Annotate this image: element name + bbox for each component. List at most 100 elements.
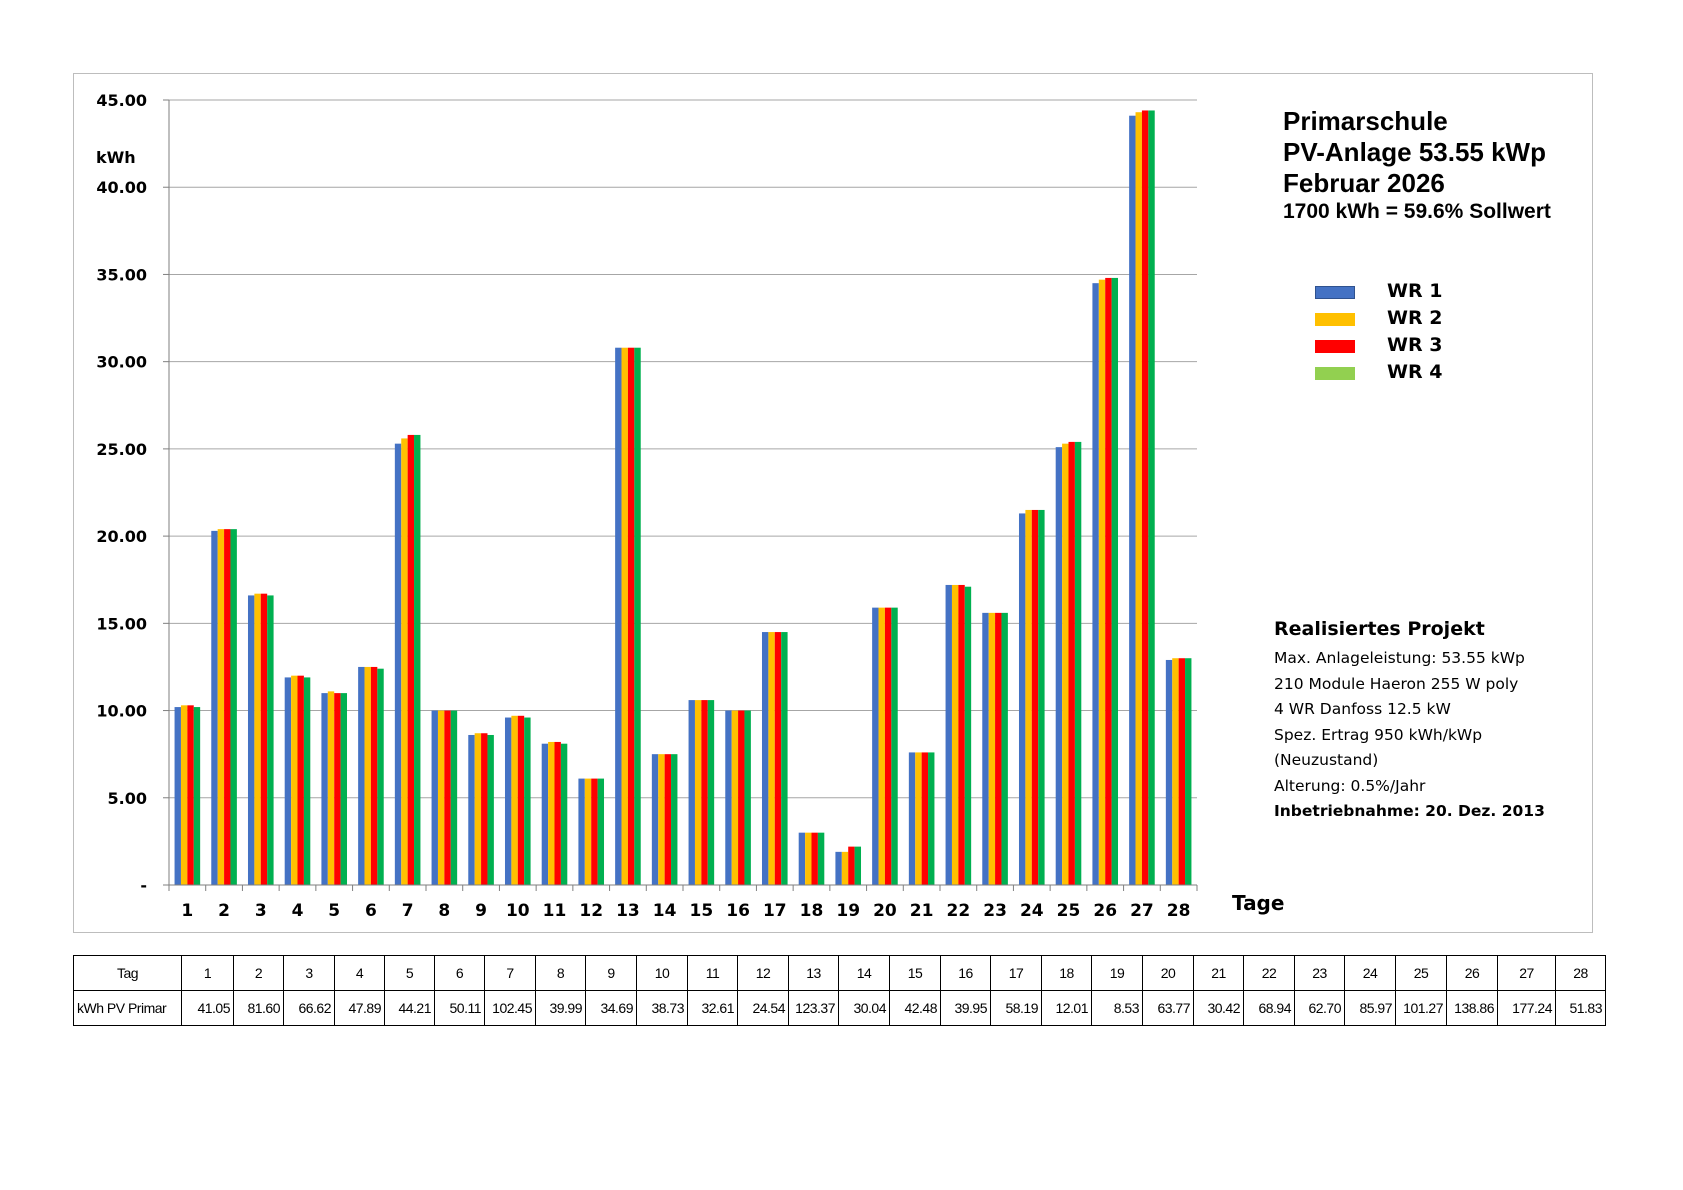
bar-wr3-day-18 [811,832,818,885]
bar-wr3-day-1 [187,705,194,885]
bar-wr1-day-5 [321,693,328,885]
bar-wr2-day-8 [437,710,445,885]
legend-label: WR 1 [1387,280,1443,302]
bar-wr2-day-15 [694,700,702,885]
bar-wr2-day-17 [768,632,775,885]
title-line-2: PV-Anlage 53.55 kWp [1283,137,1546,167]
bar-wr3-day-15 [701,700,708,885]
bar-wr1-day-7 [394,443,402,885]
bar-wr4-day-15 [707,700,715,885]
table-value-cell: 66.62 [283,990,335,1026]
x-tick-label: 27 [1130,901,1154,921]
bar-wr4-day-6 [377,668,384,885]
x-tick-label: 18 [800,901,824,921]
x-tick-label: 11 [543,901,567,921]
table-row-label: kWh PV Primar [73,990,182,1026]
table-value-cell: 42.48 [889,990,941,1026]
table-value-cell: 51.83 [1555,990,1606,1026]
table-value-cell: 44.21 [384,990,435,1026]
x-tick-label: 7 [402,901,414,921]
bar-wr4-day-28 [1185,658,1192,885]
bar-wr4-day-23 [1001,612,1008,885]
table-value-cell: 50.11 [434,990,485,1026]
table-day-cell: 1 [181,955,234,991]
x-tick-label: 1 [181,901,193,921]
bar-wr3-day-27 [1141,110,1149,885]
bar-wr2-day-20 [878,607,885,885]
bar-wr3-day-12 [591,778,598,885]
x-tick-label: 20 [873,901,897,921]
table-day-cell: 13 [788,955,839,991]
bar-wr1-day-16 [725,710,732,885]
table-day-cell: 3 [283,955,335,991]
table-value-cell: 177.24 [1497,990,1556,1026]
table-value-cell: 63.77 [1142,990,1194,1026]
table-day-cell: 14 [838,955,890,991]
legend-swatch-wr4 [1315,367,1355,380]
x-tick-label: 9 [475,901,487,921]
table-day-cell: 12 [737,955,789,991]
chart-title: Primarschule PV-Anlage 53.55 kWp Februar… [1283,106,1551,225]
table-day-cell: 26 [1446,955,1498,991]
x-tick-label: 19 [836,901,860,921]
bar-wr4-day-24 [1038,509,1045,885]
x-tick-label: 21 [910,901,934,921]
bar-wr4-day-13 [634,347,641,885]
bar-wr1-day-22 [945,584,952,885]
table-day-cell: 15 [889,955,941,991]
table-day-cell: 20 [1142,955,1194,991]
bar-wr2-day-2 [217,529,225,885]
bar-wr3-day-11 [554,741,561,885]
title-line-3: Februar 2026 [1283,168,1445,198]
bar-wr2-day-27 [1135,112,1142,885]
bar-wr3-day-22 [958,584,965,885]
y-axis-label: kWh [96,148,136,167]
x-tick-label: 23 [983,901,1007,921]
x-tick-label: 25 [1057,901,1081,921]
bar-wr1-day-17 [761,632,769,885]
table-day-cell: 19 [1091,955,1143,991]
bar-wr4-day-5 [340,693,348,885]
x-tick-label: 4 [292,901,304,921]
bar-wr2-day-28 [1172,658,1179,885]
bar-wr1-day-6 [358,666,365,885]
table-values-row: kWh PV Primar 41.05 81.60 66.62 47.89 44.21 5… [73,990,1606,1026]
x-tick-label: 24 [1020,901,1044,921]
x-tick-label: 16 [726,901,750,921]
bar-wr4-day-21 [928,752,935,885]
table-value-cell: 30.42 [1193,990,1244,1026]
chart-frame [73,73,1593,933]
table-value-cell: 62.70 [1294,990,1345,1026]
x-tick-label: 17 [763,901,787,921]
table-value-cell: 30.04 [838,990,890,1026]
title-line-1: Primarschule [1283,106,1448,136]
table-value-cell: 24.54 [737,990,789,1026]
x-tick-label: 3 [255,901,267,921]
x-tick-label: 10 [506,901,530,921]
bar-wr3-day-25 [1068,441,1075,885]
bar-wr4-day-10 [524,717,531,885]
table-day-cell: 9 [585,955,637,991]
table-value-cell: 38.73 [636,990,688,1026]
bar-wr2-day-16 [731,710,739,885]
bar-wr2-day-6 [364,666,371,885]
y-tick-label: 15.00 [96,614,147,633]
bar-wr2-day-13 [621,347,628,885]
bar-wr4-day-20 [891,607,898,885]
bar-wr3-day-23 [995,612,1002,885]
bar-wr1-day-12 [578,778,585,885]
table-value-cell: 8.53 [1091,990,1143,1026]
bar-wr4-day-2 [230,529,237,885]
bar-wr1-day-4 [284,677,292,885]
bar-wr3-day-26 [1105,277,1112,885]
bar-wr2-day-25 [1062,443,1069,885]
bar-wr1-day-21 [908,752,916,885]
bar-wr3-day-16 [738,710,745,885]
y-tick-label: 45.00 [96,91,147,110]
bar-wr4-day-11 [560,743,568,885]
bar-wr4-day-4 [303,677,311,885]
table-value-cell: 85.97 [1344,990,1396,1026]
bar-wr1-day-8 [431,710,438,885]
bar-wr3-day-8 [444,710,451,885]
table-header-row: Tag 1 2 3 4 5 6 7 8 9 10 11 12 13 14 15 16 17 18 19 20 21 22 2… [73,955,1606,991]
